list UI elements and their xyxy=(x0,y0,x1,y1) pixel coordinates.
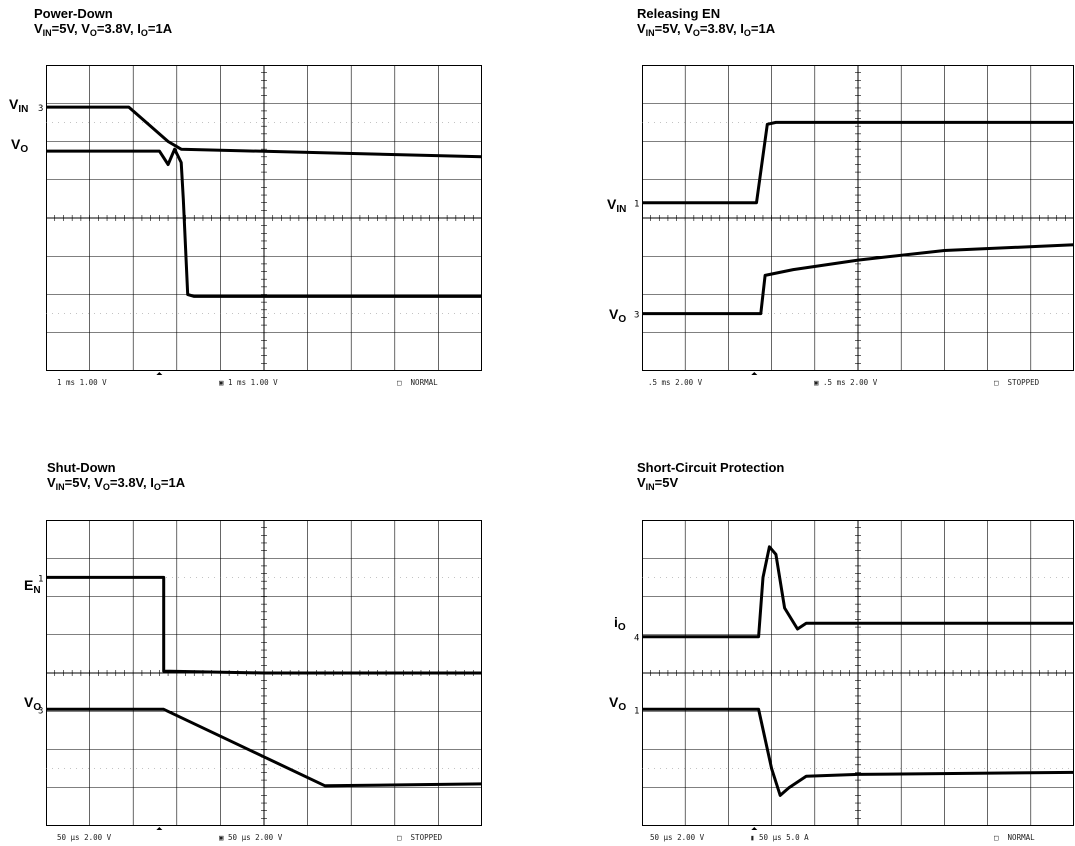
chart-title: Short-Circuit Protection VIN=5V xyxy=(637,460,784,495)
channel-marker: 1 xyxy=(38,574,43,584)
status-mode: □ STOPPED xyxy=(397,833,442,842)
status-timebase: 50 µs 2.00 V xyxy=(650,833,704,842)
status-channel: ▣ 1 ms 1.00 V xyxy=(219,378,278,387)
chart-title: Power-Down VIN=5V, VO=3.8V, IO=1A xyxy=(34,6,172,41)
status-timebase: .5 ms 2.00 V xyxy=(648,378,702,387)
chart-title: Shut-Down VIN=5V, VO=3.8V, IO=1A xyxy=(47,460,185,495)
channel-marker: 4 xyxy=(634,634,639,644)
scope-plot: 3 xyxy=(46,65,482,371)
grid xyxy=(642,520,1074,830)
channel-marker: 3 xyxy=(38,706,43,716)
trigger-marker xyxy=(751,827,757,830)
status-timebase: 1 ms 1.00 V xyxy=(57,378,107,387)
status-mode: □ NORMAL xyxy=(994,833,1035,842)
channel-marker: 1 xyxy=(634,706,639,716)
grid xyxy=(642,65,1074,375)
chart-subtitle: VIN=5V xyxy=(637,475,784,495)
status-channel: ▣ .5 ms 2.00 V xyxy=(814,378,877,387)
status-mode: □ NORMAL xyxy=(397,378,438,387)
signal-label-vin: VIN xyxy=(607,196,626,215)
channel-marker: 3 xyxy=(38,104,43,114)
signal-label-vo: VO xyxy=(11,136,28,155)
status-channel: ▮ 50 µs 5.0 A xyxy=(750,833,809,842)
channel-marker: 3 xyxy=(634,311,639,321)
channel-marker: 1 xyxy=(634,200,639,210)
status-channel: ▣ 50 µs 2.00 V xyxy=(219,833,282,842)
chart-title: Releasing EN VIN=5V, VO=3.8V, IO=1A xyxy=(637,6,775,41)
grid xyxy=(46,65,482,375)
chart-subtitle: VIN=5V, VO=3.8V, IO=1A xyxy=(34,21,172,41)
status-mode: □ STOPPED xyxy=(994,378,1039,387)
signal-label-vin: VIN xyxy=(9,96,28,115)
signal-label-io: iO xyxy=(614,614,626,633)
signal-label-vo: VO xyxy=(609,694,626,713)
chart-subtitle: VIN=5V, VO=3.8V, IO=1A xyxy=(47,475,185,495)
status-timebase: 50 µs 2.00 V xyxy=(57,833,111,842)
chart-subtitle: VIN=5V, VO=3.8V, IO=1A xyxy=(637,21,775,41)
trigger-marker xyxy=(751,372,757,375)
signal-label-vo: VO xyxy=(609,306,626,325)
trigger-marker xyxy=(156,827,162,830)
trigger-marker xyxy=(156,372,162,375)
